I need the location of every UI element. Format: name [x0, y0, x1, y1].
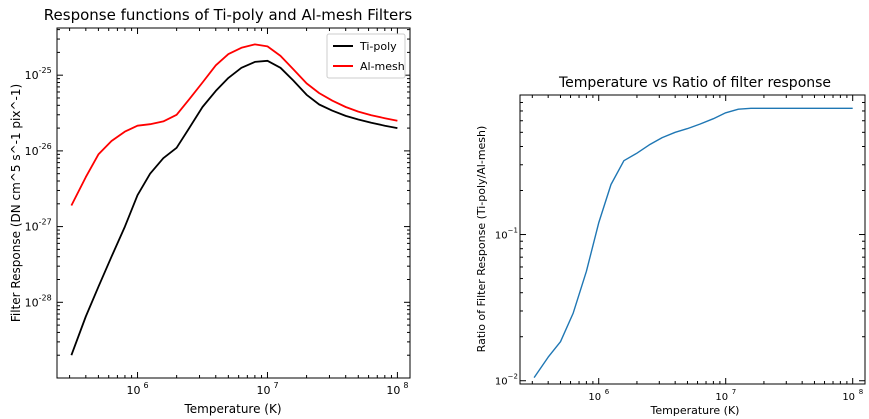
y-tick-label: 10 [25, 145, 39, 158]
x-tick-exponent: 6 [605, 388, 610, 396]
x-tick-exponent: 6 [144, 381, 149, 390]
y-tick-exponent: -27 [39, 218, 52, 227]
y-tick-exponent: -28 [39, 293, 52, 302]
chart1-ylabel: Ratio of Filter Response (Ti-poly/Al-mes… [475, 126, 488, 353]
y-tick-label: 10 [25, 221, 39, 234]
x-tick-exponent: 8 [403, 381, 408, 390]
chart0-ylabel: Filter Response (DN cm^5 s^-1 pix^-1) [9, 84, 23, 322]
x-tick-label: 10 [256, 384, 270, 397]
chart1-plot-area: 10 6 10 7 10 810 −210 −1 [495, 95, 865, 403]
chart1-xlabel: Temperature (K) [650, 404, 740, 417]
series-line-ratio [533, 107, 853, 378]
y-tick-exponent: -25 [39, 66, 52, 75]
chart0-axes-frame [56, 27, 411, 379]
chart0-title: Response functions of Ti-poly and Al-mes… [44, 6, 413, 24]
x-tick-label: 10 [127, 384, 141, 397]
x-tick-label: 10 [715, 392, 728, 403]
x-tick-label: 10 [842, 392, 855, 403]
ratio-chart: Temperature vs Ratio of filter response … [475, 75, 866, 417]
chart0-legend: Ti-poly Al-mesh [326, 33, 406, 79]
x-tick-exponent: 7 [273, 381, 278, 390]
y-tick-exponent: −1 [508, 227, 518, 235]
chart1-title: Temperature vs Ratio of filter response [558, 75, 831, 91]
chart1-axes-frame [519, 94, 866, 385]
x-tick-label: 10 [588, 392, 601, 403]
legend-label-ti-poly: Ti-poly [359, 40, 397, 53]
y-tick-label: 10 [25, 69, 39, 82]
x-tick-exponent: 8 [859, 388, 863, 396]
series-line-ti-poly [70, 59, 398, 356]
response-functions-chart: Response functions of Ti-poly and Al-mes… [9, 6, 412, 416]
y-tick-label: 10 [25, 296, 39, 309]
chart0-xlabel: Temperature (K) [183, 402, 281, 416]
y-tick-label: 10 [495, 231, 508, 242]
x-tick-exponent: 7 [732, 388, 736, 396]
series-line-al-mesh [70, 43, 398, 206]
y-tick-exponent: -26 [39, 142, 52, 151]
y-tick-exponent: −2 [508, 373, 518, 381]
legend-label-al-mesh: Al-mesh [360, 60, 405, 73]
y-tick-label: 10 [495, 377, 508, 388]
x-tick-label: 10 [386, 384, 400, 397]
